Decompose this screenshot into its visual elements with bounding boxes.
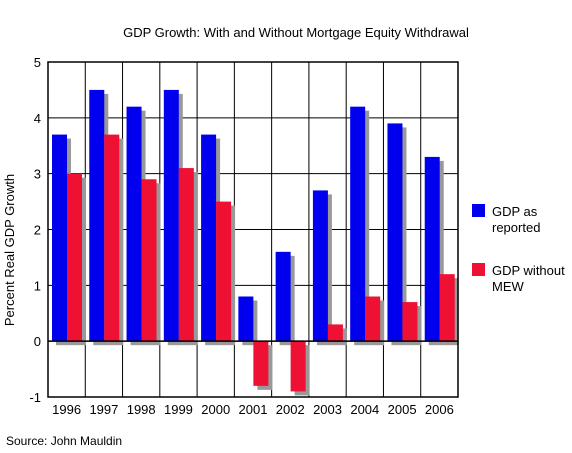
plot-frame (47, 61, 459, 398)
bar-gdp-reported-1997 (89, 89, 105, 342)
y-tick-labels: -1 0 1 2 3 4 5 (29, 55, 41, 405)
bar-gdp-without-mew-2006 (439, 274, 455, 342)
bar-gdp-without-mew-1998 (141, 179, 157, 342)
bar-gdp-reported-2004 (350, 106, 366, 342)
bar-gdp-reported-2006 (424, 156, 440, 342)
x-tick-label: 2001 (239, 402, 268, 417)
y-tick-label: 2 (34, 223, 41, 238)
x-tick-label: 2004 (350, 402, 379, 417)
bar-gdp-without-mew-2005 (402, 302, 418, 342)
x-tick-label: 2002 (276, 402, 305, 417)
bar-gdp-reported-1999 (163, 89, 179, 342)
chart-title: GDP Growth: With and Without Mortgage Eq… (123, 25, 469, 40)
legend-label: MEW (492, 279, 525, 294)
bar-gdp-reported-2003 (312, 190, 328, 342)
x-tick-label: 2003 (313, 402, 342, 417)
y-tick-label: 0 (34, 334, 41, 349)
x-tick-label: 2006 (425, 402, 454, 417)
x-tick-label: 2000 (201, 402, 230, 417)
bar-gdp-reported-2000 (201, 134, 217, 342)
legend-swatch (472, 263, 485, 276)
bar-gdp-without-mew-2002 (290, 341, 306, 392)
bar-gdp-without-mew-1997 (104, 134, 120, 342)
x-tick-label: 1996 (52, 402, 81, 417)
bar-gdp-reported-2002 (275, 251, 291, 342)
bar-gdp-without-mew-2000 (216, 201, 232, 342)
bar-gdp-without-mew-2003 (327, 324, 343, 342)
y-tick-label: 1 (34, 278, 41, 293)
legend-label: reported (492, 220, 540, 235)
x-tick-label: 2005 (388, 402, 417, 417)
source-note: Source: John Mauldin (6, 434, 122, 448)
x-tick-label: 1997 (89, 402, 118, 417)
bar-gdp-without-mew-2004 (365, 296, 381, 342)
y-tick-label: 5 (34, 55, 41, 70)
y-tick-label: 3 (34, 167, 41, 182)
bar-gdp-without-mew-2001 (253, 341, 269, 386)
legend-label: GDP as (492, 204, 538, 219)
bar-gdp-reported-1996 (52, 134, 67, 342)
bar-gdp-reported-2001 (238, 296, 254, 342)
x-tick-labels: 1996 1997 1998 1999 2000 2001 2002 2003 2004 2005… (52, 402, 454, 417)
bars (52, 89, 455, 392)
bar-gdp-without-mew-1996 (67, 173, 82, 342)
y-axis-title: Percent Real GDP Growth (2, 174, 17, 326)
y-tick-label: 4 (34, 111, 41, 126)
bar-gdp-without-mew-1999 (178, 168, 194, 342)
y-tick-label: -1 (29, 390, 41, 405)
bar-gdp-reported-2005 (387, 123, 403, 342)
axes (47, 61, 459, 398)
legend-swatch (472, 204, 485, 217)
x-tick-label: 1999 (164, 402, 193, 417)
bar-gdp-reported-1998 (126, 106, 142, 342)
x-tick-label: 1998 (127, 402, 156, 417)
legend-label: GDP without (492, 263, 565, 278)
